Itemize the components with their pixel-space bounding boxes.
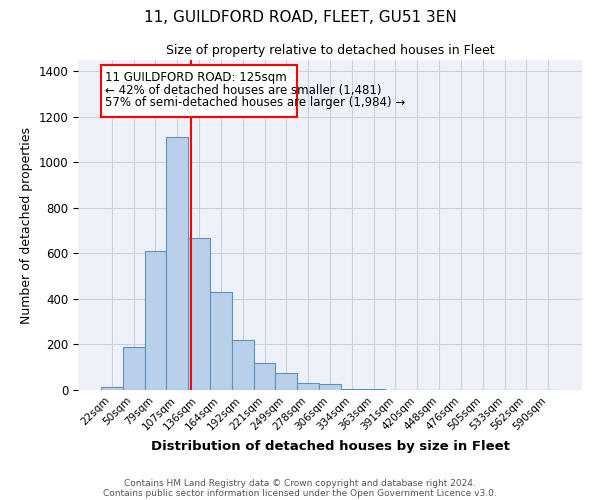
Bar bbox=[232, 340, 254, 390]
Bar bbox=[145, 251, 166, 390]
Bar bbox=[341, 389, 363, 390]
Bar bbox=[101, 386, 123, 390]
X-axis label: Distribution of detached houses by size in Fleet: Distribution of detached houses by size … bbox=[151, 440, 509, 453]
Text: 57% of semi-detached houses are larger (1,984) →: 57% of semi-detached houses are larger (… bbox=[105, 96, 406, 110]
Bar bbox=[319, 384, 341, 390]
Bar bbox=[166, 138, 188, 390]
Bar bbox=[254, 362, 275, 390]
Text: Contains public sector information licensed under the Open Government Licence v3: Contains public sector information licen… bbox=[103, 488, 497, 498]
Bar bbox=[210, 292, 232, 390]
Bar bbox=[297, 383, 319, 390]
Text: 11 GUILDFORD ROAD: 125sqm: 11 GUILDFORD ROAD: 125sqm bbox=[105, 72, 287, 85]
Bar bbox=[188, 238, 210, 390]
Text: Contains HM Land Registry data © Crown copyright and database right 2024.: Contains HM Land Registry data © Crown c… bbox=[124, 478, 476, 488]
Y-axis label: Number of detached properties: Number of detached properties bbox=[20, 126, 33, 324]
Text: ← 42% of detached houses are smaller (1,481): ← 42% of detached houses are smaller (1,… bbox=[105, 84, 382, 97]
Text: 11, GUILDFORD ROAD, FLEET, GU51 3EN: 11, GUILDFORD ROAD, FLEET, GU51 3EN bbox=[143, 10, 457, 25]
FancyBboxPatch shape bbox=[101, 64, 297, 117]
Bar bbox=[123, 347, 145, 390]
Title: Size of property relative to detached houses in Fleet: Size of property relative to detached ho… bbox=[166, 44, 494, 58]
Bar bbox=[275, 373, 297, 390]
Bar bbox=[363, 389, 385, 390]
